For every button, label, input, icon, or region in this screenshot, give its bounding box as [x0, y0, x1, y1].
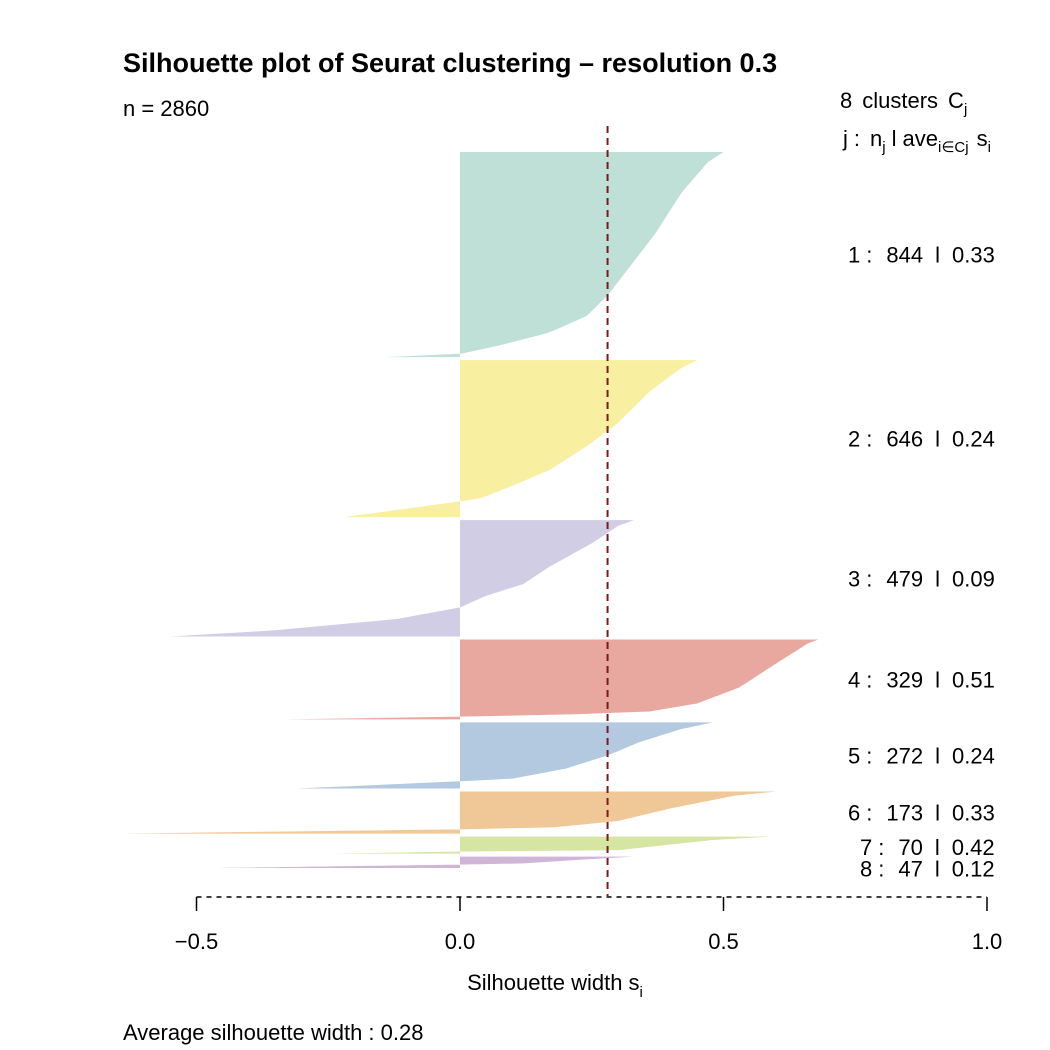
cluster-4-label: 4:329 l 0.51: [848, 668, 995, 693]
average-silhouette-label: Average silhouette width : 0.28: [123, 1020, 423, 1045]
x-axis-label: Silhouette width si: [467, 970, 643, 1001]
cluster-5-silhouette: [296, 722, 713, 789]
cluster-2-label: 2:646 l 0.24: [848, 427, 995, 452]
columns-header: j: nj l avei∈Cj si: [842, 126, 991, 156]
cluster-1-silhouette: [386, 152, 724, 358]
cluster-6-silhouette: [122, 791, 777, 834]
cluster-8-silhouette: [217, 856, 634, 868]
clusters-header: 8 clusters Cj: [840, 88, 967, 118]
cluster-2-silhouette: [344, 360, 698, 518]
cluster-1-label: 1:844 l 0.33: [848, 243, 995, 268]
cluster-6-label: 6:173 l 0.33: [848, 801, 995, 826]
cluster-labels: 1:844 l 0.33 2:646 l 0.24 3:479 l 0.09 4:329 l 0.51…: [848, 243, 995, 882]
x-tick-label: 1.0: [972, 929, 1003, 954]
cluster-3-label: 3:479 l 0.09: [848, 566, 995, 591]
cluster-7-label: 7:70 l 0.42: [860, 835, 995, 860]
x-tick-label: −0.5: [175, 929, 218, 954]
x-tick-label: 0.0: [445, 929, 476, 954]
cluster-8-label: 8:47 l 0.12: [860, 856, 995, 881]
cluster-3-silhouette: [170, 520, 634, 637]
cluster-7-silhouette: [333, 836, 771, 854]
chart-title: Silhouette plot of Seurat clustering – r…: [123, 48, 777, 78]
cluster-5-label: 5:272 l 0.24: [848, 744, 995, 769]
n-label: n = 2860: [123, 96, 209, 121]
x-tick-label: 0.5: [708, 929, 739, 954]
silhouette-bars: [122, 152, 819, 868]
x-axis: −0.5 0.0 0.5 1.0: [175, 896, 1003, 954]
cluster-4-silhouette: [286, 639, 819, 720]
